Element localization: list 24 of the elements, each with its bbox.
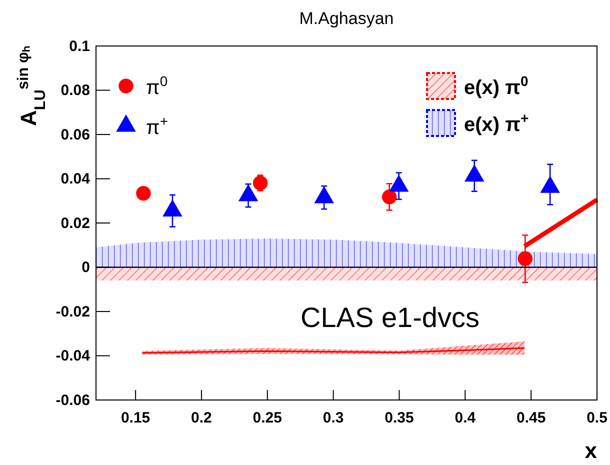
legend-label: π$^{0}$: [146, 73, 168, 99]
y-tick-label: 0.04: [60, 170, 91, 188]
y-tick-label: -0.06: [56, 392, 90, 409]
annotation: CLAS e1-dvcs: [300, 302, 480, 333]
x-tick-label: 0.3: [322, 410, 344, 427]
y-tick-label: 0.06: [60, 126, 90, 144]
y-tick-label: 0: [82, 259, 90, 276]
x-axis-title: x: [584, 438, 598, 463]
x-tick-label: 0.5: [586, 410, 608, 427]
legend-label: e(x) π$^{0}$: [464, 73, 528, 99]
y-tick-label: -0.04: [56, 348, 91, 365]
x-tick-label: 0.2: [191, 410, 212, 427]
x-tick-label: 0.35: [384, 410, 414, 427]
x-tick-label: 0.15: [120, 410, 150, 427]
legend-label: e(x) π$^{+}$: [464, 110, 529, 136]
legend-label: π$^{+}$: [146, 113, 168, 139]
x-tick-label: 0.4: [454, 410, 476, 427]
chart-title: M.Aghasyan: [299, 9, 394, 28]
y-tick-label: 0.1: [69, 38, 90, 55]
x-tick-label: 0.45: [516, 410, 546, 427]
x-tick-label: 0.25: [252, 410, 282, 427]
y-tick-label: -0.02: [56, 303, 90, 320]
y-tick-label: 0.08: [60, 82, 90, 100]
y-tick-label: 0.02: [60, 214, 90, 232]
